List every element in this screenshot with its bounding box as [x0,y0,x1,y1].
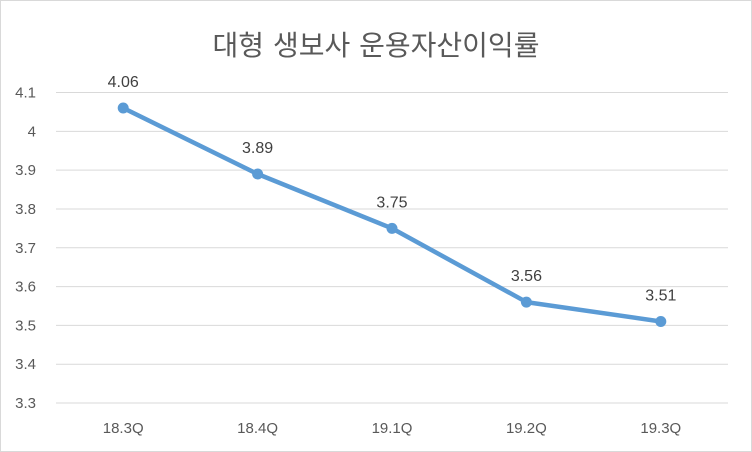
y-tick-label: 3.9 [15,162,36,179]
series-points [117,102,667,327]
data-point [386,222,398,234]
x-axis-ticks: 18.3Q 18.4Q 19.1Q 19.2Q 19.3Q [103,420,681,437]
y-tick-label: 3.8 [15,201,36,218]
x-tick-label: 19.1Q [372,420,413,437]
x-tick-label: 19.3Q [640,420,681,437]
data-point [655,315,667,327]
x-tick-label: 18.3Q [103,420,144,437]
y-tick-label: 3.4 [15,356,36,373]
y-tick-label: 4 [28,123,36,140]
data-label: 3.75 [376,194,407,211]
data-point [520,296,532,308]
data-point [117,102,129,114]
series-polyline [120,105,664,324]
y-tick-label: 3.5 [15,317,36,334]
y-tick-label: 4.1 [15,85,36,102]
y-tick-label: 3.3 [15,395,36,412]
data-point [252,168,264,180]
data-label: 3.89 [242,140,273,157]
data-labels: 4.06 3.89 3.75 3.56 3.51 [108,74,677,304]
y-axis-ticks: 3.3 3.4 3.5 3.6 3.7 3.8 3.9 4 4.1 [15,85,36,413]
chart-title: 대형 생보사 운용자산이익률 [212,29,540,62]
gridlines [56,92,728,404]
y-tick-label: 3.7 [15,240,36,257]
x-tick-label: 19.2Q [506,420,547,437]
x-tick-label: 18.4Q [237,420,278,437]
data-label: 3.51 [645,287,676,304]
data-label: 3.56 [511,268,542,285]
data-label: 4.06 [108,74,139,91]
y-tick-label: 3.6 [15,279,36,296]
series-line [120,105,664,324]
